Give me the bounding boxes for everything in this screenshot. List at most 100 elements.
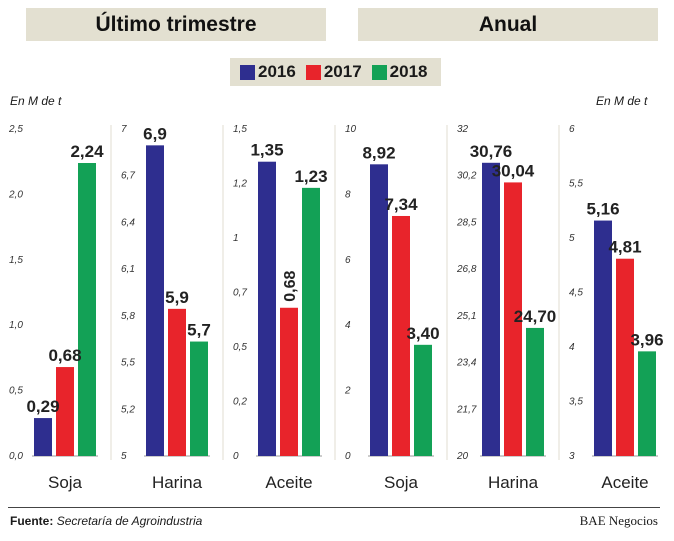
tick-label: 6 bbox=[345, 255, 351, 266]
bar-2018 bbox=[190, 341, 208, 456]
tick-label: 8 bbox=[345, 189, 351, 200]
tick-label: 0,7 bbox=[233, 288, 247, 299]
footer-source: Fuente: Secretaría de Agroindustria bbox=[10, 514, 202, 528]
tick-label: 5,2 bbox=[121, 404, 135, 415]
tick-label: 2 bbox=[344, 386, 351, 397]
data-label: 30,76 bbox=[470, 142, 513, 161]
data-label: 3,96 bbox=[630, 330, 663, 349]
bar-2018 bbox=[526, 327, 544, 456]
footer-source-name: Secretaría de Agroindustria bbox=[56, 514, 203, 528]
bar-2017 bbox=[280, 307, 298, 456]
tick-label: 4 bbox=[345, 320, 351, 331]
bar-2016 bbox=[34, 418, 52, 456]
category-label: Aceite bbox=[601, 473, 648, 492]
data-label: 8,92 bbox=[362, 143, 395, 162]
tick-label: 0,2 bbox=[233, 397, 247, 408]
legend-swatch-2017 bbox=[305, 64, 321, 80]
tick-label: 0,5 bbox=[9, 386, 23, 397]
bar-2016 bbox=[594, 220, 612, 456]
bar-2018 bbox=[302, 187, 320, 457]
bar-2017 bbox=[56, 367, 74, 456]
category-label: Harina bbox=[488, 473, 539, 492]
data-label: 1,23 bbox=[294, 167, 327, 186]
data-label: 24,70 bbox=[514, 307, 557, 326]
bar-2016 bbox=[258, 161, 276, 456]
footer-source-label: Fuente: bbox=[10, 514, 54, 528]
tick-label: 0 bbox=[345, 451, 351, 462]
footer-divider bbox=[8, 507, 660, 508]
data-label: 4,81 bbox=[608, 238, 641, 257]
tick-label: 30,2 bbox=[457, 171, 477, 182]
header-left-label: Último trimestre bbox=[95, 12, 257, 36]
data-label: 0,29 bbox=[26, 397, 59, 416]
tick-label: 1,2 bbox=[233, 179, 247, 190]
tick-label: 5,8 bbox=[121, 311, 135, 322]
data-label: 3,40 bbox=[406, 324, 439, 343]
data-label: 5,7 bbox=[187, 321, 211, 340]
tick-label: 6,7 bbox=[121, 171, 135, 182]
legend-label-2016: 2016 bbox=[258, 62, 296, 81]
legend-label-2017: 2017 bbox=[323, 62, 362, 81]
data-label: 0,68 bbox=[48, 346, 81, 365]
legend-label-2018: 2018 bbox=[389, 62, 428, 81]
tick-label: 26,8 bbox=[456, 264, 477, 275]
header-last-quarter: Último trimestre bbox=[26, 8, 326, 41]
tick-label: 0,0 bbox=[9, 451, 23, 462]
tick-label: 5,5 bbox=[121, 358, 135, 369]
tick-label: 6,4 bbox=[121, 217, 135, 228]
data-label: 5,16 bbox=[586, 200, 619, 219]
tick-label: 2,5 bbox=[8, 124, 23, 135]
bar-2017 bbox=[168, 308, 186, 456]
tick-label: 23,4 bbox=[456, 358, 477, 369]
data-label: 30,04 bbox=[492, 161, 535, 180]
legend-item-2017: 2017 bbox=[305, 62, 362, 82]
bar-2018 bbox=[414, 344, 432, 456]
bar-2018 bbox=[638, 351, 656, 456]
tick-label: 4,5 bbox=[569, 288, 583, 299]
header-annual: Anual bbox=[358, 8, 658, 41]
tick-label: 21,7 bbox=[456, 404, 477, 415]
tick-label: 0 bbox=[233, 451, 239, 462]
data-label: 2,24 bbox=[70, 142, 104, 161]
tick-label: 4 bbox=[569, 342, 575, 353]
legend: 2016 2017 2018 bbox=[230, 58, 442, 86]
tick-label: 1,5 bbox=[233, 124, 247, 135]
bar-2016 bbox=[482, 162, 500, 457]
legend-swatch-2018 bbox=[371, 64, 387, 80]
tick-label: 10 bbox=[345, 124, 357, 135]
tick-label: 5 bbox=[121, 451, 127, 462]
tick-label: 1,5 bbox=[9, 255, 23, 266]
bar-2017 bbox=[616, 258, 634, 456]
bar-2016 bbox=[146, 145, 164, 456]
tick-label: 1,0 bbox=[9, 320, 23, 331]
legend-item-2018: 2018 bbox=[371, 62, 428, 82]
legend-swatch-2016 bbox=[240, 64, 255, 80]
bar-2017 bbox=[392, 215, 410, 456]
data-label: 7,34 bbox=[384, 195, 418, 214]
unit-label-right: En M de t bbox=[596, 94, 648, 108]
tick-label: 0,5 bbox=[233, 342, 247, 353]
tick-label: 7 bbox=[121, 124, 127, 135]
tick-label: 3 bbox=[569, 451, 575, 462]
category-label: Soja bbox=[384, 473, 419, 492]
tick-label: 28,5 bbox=[456, 217, 477, 228]
data-label: 1,35 bbox=[250, 141, 283, 160]
data-label: 6,9 bbox=[143, 124, 167, 143]
tick-label: 3,5 bbox=[569, 397, 583, 408]
bar-2018 bbox=[78, 163, 96, 456]
bar-2016 bbox=[370, 164, 388, 457]
header-right-label: Anual bbox=[478, 12, 538, 36]
tick-label: 1 bbox=[233, 233, 239, 244]
tick-label: 5 bbox=[569, 233, 575, 244]
tick-label: 6 bbox=[569, 124, 575, 135]
legend-item-2016: 2016 bbox=[240, 62, 296, 82]
tick-label: 32 bbox=[457, 124, 469, 135]
tick-label: 5,5 bbox=[569, 179, 583, 190]
category-label: Harina bbox=[152, 473, 203, 492]
unit-label-left: En M de t bbox=[10, 94, 62, 108]
data-label: 0,68 bbox=[282, 271, 299, 302]
tick-label: 25,1 bbox=[456, 311, 476, 322]
tick-label: 20 bbox=[456, 451, 469, 462]
data-label: 5,9 bbox=[165, 288, 189, 307]
